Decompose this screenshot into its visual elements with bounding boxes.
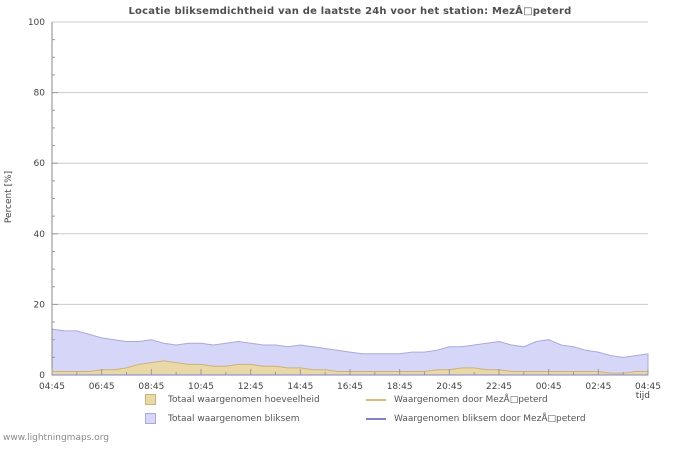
chart-title: Locatie bliksemdichtheid van de laatste …: [128, 6, 572, 17]
y-tick-label: 0: [39, 371, 45, 381]
x-tick-label: 00:45: [536, 382, 562, 392]
legend-swatch-line-hoeveelheid-icon: [366, 398, 386, 401]
legend-label: Waargenomen door MezÅ□peterd: [394, 394, 548, 405]
y-tick-label: 80: [34, 89, 46, 99]
legend-item-totaal-hoeveelheid: Totaal waargenomen hoeveelheid: [140, 394, 366, 405]
x-tick-label: 02:45: [585, 382, 611, 392]
area-totaal-bliksem: [51, 328, 649, 376]
legend-label: Waargenomen bliksem door MezÅ□peterd: [394, 413, 586, 424]
y-tick-label: 20: [34, 300, 46, 310]
legend-item-station-hoeveelheid: Waargenomen door MezÅ□peterd: [366, 394, 586, 405]
y-tick-label: 60: [34, 159, 46, 169]
legend-item-station-bliksem: Waargenomen bliksem door MezÅ□peterd: [366, 413, 586, 424]
legend: Totaal waargenomen hoeveelheid Waargenom…: [140, 394, 586, 424]
legend-label: Totaal waargenomen bliksem: [168, 413, 300, 424]
x-tick-label: 16:45: [337, 382, 363, 392]
x-tick-label: 04:45: [635, 382, 661, 392]
legend-swatch-area-bliksem-icon: [140, 413, 160, 424]
legend-item-totaal-bliksem: Totaal waargenomen bliksem: [140, 413, 366, 424]
x-tick-label: 20:45: [436, 382, 462, 392]
x-tick-label: 06:45: [89, 382, 115, 392]
legend-label: Totaal waargenomen hoeveelheid: [168, 394, 320, 405]
legend-swatch-area-hoeveelheid-icon: [140, 394, 160, 405]
x-tick-label: 18:45: [387, 382, 413, 392]
x-tick-label: 14:45: [287, 382, 313, 392]
x-tick-label: 10:45: [188, 382, 214, 392]
x-tick-label: 22:45: [486, 382, 512, 392]
x-tick-label: 12:45: [238, 382, 264, 392]
x-tick-label: 04:45: [39, 382, 65, 392]
x-tick-label: 08:45: [138, 382, 164, 392]
watermark-text: www.lightningmaps.org: [3, 433, 109, 443]
y-tick-label: 40: [34, 230, 46, 240]
y-tick-label: 100: [28, 18, 45, 28]
legend-swatch-line-bliksem-icon: [366, 417, 386, 420]
x-axis-label: tijd: [635, 391, 650, 401]
